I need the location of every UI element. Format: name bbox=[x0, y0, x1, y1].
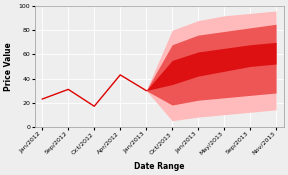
Y-axis label: Price Value: Price Value bbox=[4, 42, 13, 91]
X-axis label: Date Range: Date Range bbox=[134, 162, 184, 171]
